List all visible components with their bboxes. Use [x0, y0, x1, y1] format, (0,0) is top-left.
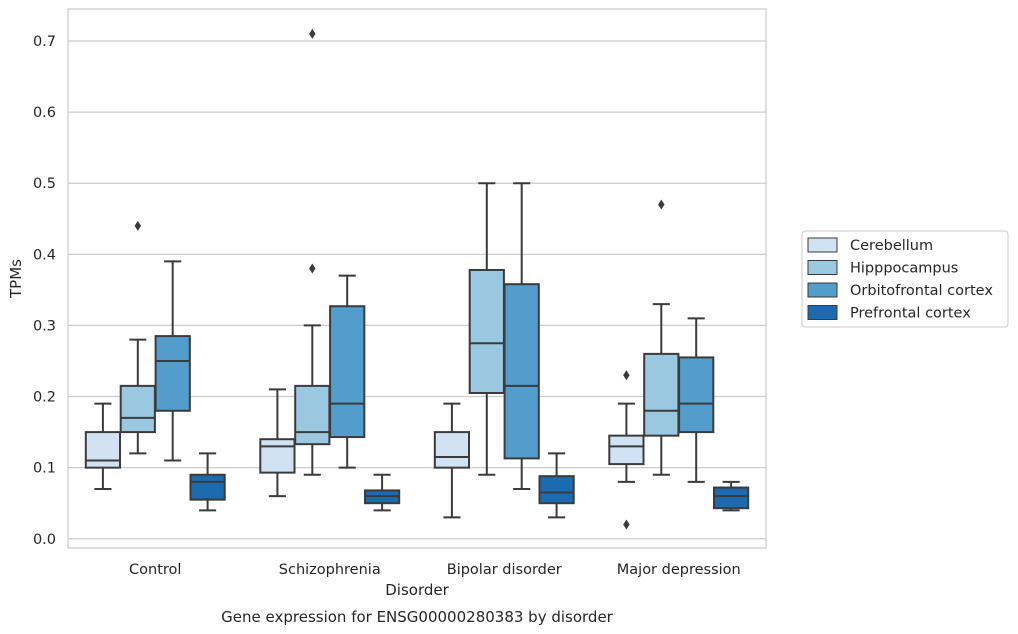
box-2-1: [329, 274, 366, 469]
legend: Cerebellum Hipppocampus Orbitofrontal cort…: [801, 230, 1009, 328]
y-tick-label: 0.0: [33, 532, 56, 548]
x-tick-label: Major depression: [617, 562, 741, 578]
x-axis-title: Disorder: [385, 581, 449, 599]
box-1-3: [643, 199, 680, 476]
outlier-point: [309, 263, 316, 274]
box-body: [503, 283, 540, 460]
x-tick-labels: Control Schizophrenia Bipolar disorder Majo…: [129, 562, 741, 578]
box-body: [154, 335, 191, 412]
plot-frame: [67, 8, 767, 549]
box-body: [678, 356, 715, 434]
box-body: [468, 268, 505, 394]
legend-swatch: [807, 237, 838, 253]
box-body: [643, 352, 680, 437]
legend-frame: [801, 230, 1009, 328]
box-body: [189, 473, 226, 501]
x-tick-label: Schizophrenia: [279, 562, 381, 578]
box-3-3: [712, 480, 750, 512]
box-3-2: [538, 452, 575, 519]
outlier-point: [623, 370, 630, 381]
y-axis-title: TPMs: [7, 259, 25, 299]
box-body: [294, 384, 331, 446]
box-body: [119, 384, 156, 434]
legend-label: Prefrontal cortex: [850, 306, 971, 322]
outlier-point: [623, 519, 630, 530]
box-body: [712, 486, 750, 510]
x-tick-label: Bipolar disorder: [447, 562, 562, 578]
legend-label: Hipppocampus: [850, 261, 958, 277]
y-tick-label: 0.1: [33, 461, 56, 477]
box-body: [84, 431, 122, 469]
box-2-2: [503, 182, 540, 490]
box-2-0: [154, 260, 191, 462]
box-3-0: [189, 452, 226, 512]
box-0-3: [608, 370, 645, 530]
y-tick-label: 0.7: [33, 34, 56, 50]
box-body: [259, 438, 296, 474]
x-tick-label: Control: [129, 562, 181, 578]
legend-swatch: [807, 305, 838, 320]
y-tick-label: 0.3: [33, 318, 56, 334]
outlier-point: [134, 220, 141, 231]
box-0-1: [259, 388, 296, 498]
box-1-0: [119, 220, 156, 455]
legend-label: Cerebellum: [850, 238, 933, 254]
box-3-1: [363, 473, 401, 512]
legend-swatch: [807, 260, 838, 275]
y-tick-label: 0.2: [33, 390, 56, 406]
outlier-point: [658, 199, 665, 210]
box-1-2: [468, 182, 505, 476]
box-body: [538, 475, 575, 505]
box-2-3: [678, 317, 715, 483]
chart-title: Gene expression for ENSG00000280383 by d…: [221, 608, 614, 626]
box-body: [433, 431, 471, 469]
box-body: [608, 434, 645, 466]
box-1-1: [294, 28, 331, 476]
legend-swatch: [807, 282, 838, 298]
outlier-point: [309, 28, 316, 39]
y-tick-label: 0.6: [33, 105, 56, 121]
y-tick-labels: 0.0 0.1 0.2 0.3 0.4 0.5 0.6 0.7: [33, 34, 56, 548]
box-layer: [84, 28, 750, 530]
y-tick-label: 0.4: [33, 247, 56, 263]
box-0-2: [433, 402, 471, 519]
legend-label: Orbitofrontal cortex: [850, 283, 993, 299]
box-0-0: [84, 402, 122, 490]
y-tick-label: 0.5: [33, 176, 56, 192]
box-body: [329, 305, 366, 439]
